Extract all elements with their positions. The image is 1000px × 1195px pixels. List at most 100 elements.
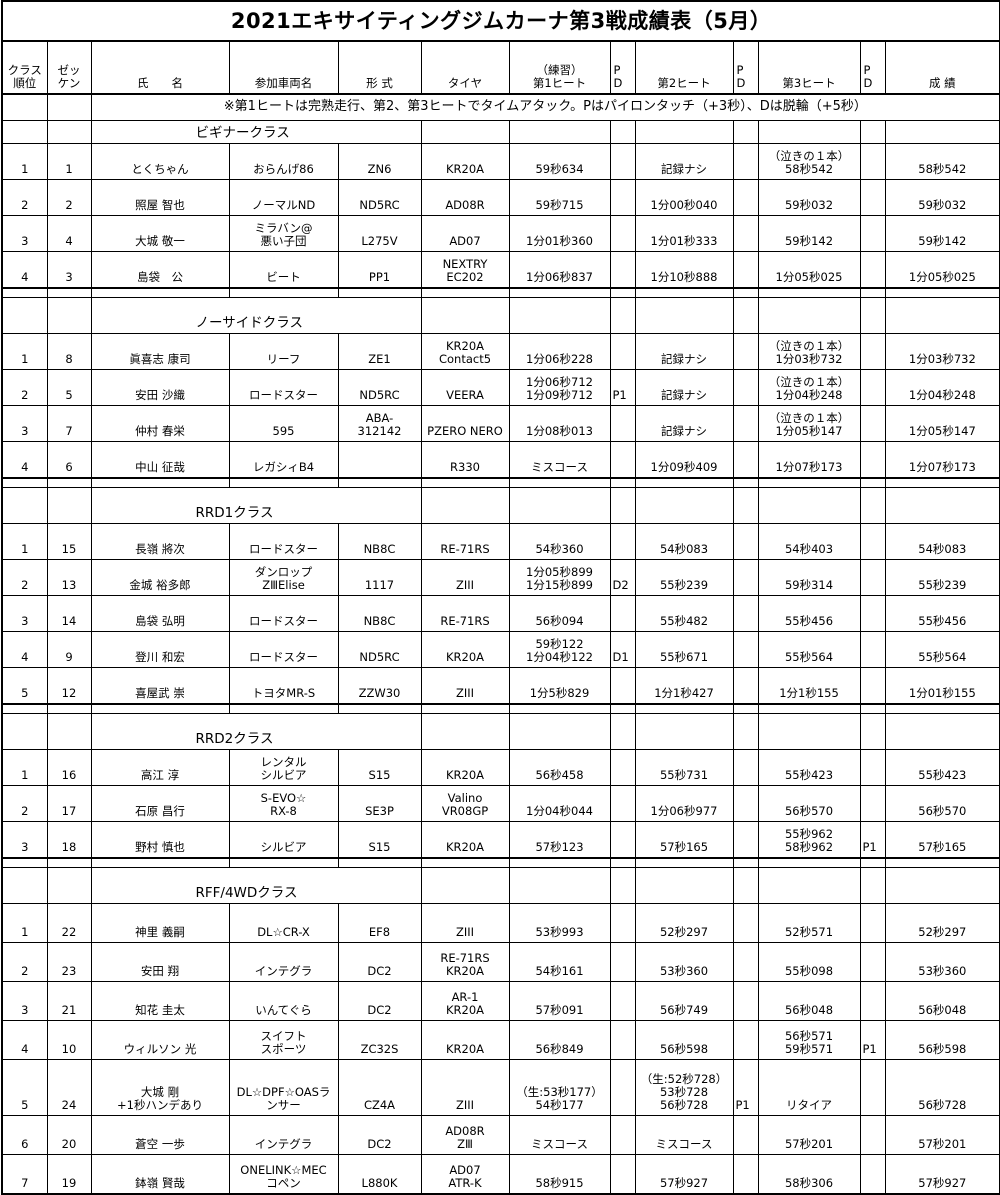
- blank-cell: [634, 857, 734, 868]
- class-rank-cell: 3: [1, 405, 48, 442]
- car-name-cell: スイフト スポーツ: [228, 1020, 339, 1060]
- blank-cell: [1, 120, 48, 144]
- heat3-cell: 1分05秒025: [757, 251, 861, 289]
- blank-cell: [757, 297, 861, 334]
- result-cell: 1分05秒025: [884, 251, 1000, 289]
- blank-cell: [46, 713, 92, 750]
- table-row: 7 19 鉢嶺 賢哉 ONELINK☆MEC コペン L880K AD07 ATR-K 58…: [1, 1154, 1000, 1195]
- blank-cell: [46, 120, 92, 144]
- heat3-cell: 56秒571 59秒571: [757, 1020, 861, 1060]
- car-name-cell: レガシィB4: [228, 441, 339, 479]
- blank-cell: [884, 703, 1000, 714]
- result-cell: 55秒564: [884, 631, 1000, 668]
- blank-cell: [732, 297, 759, 334]
- header-heat2: 第2ヒート: [634, 40, 734, 95]
- blank-cell: [732, 477, 759, 488]
- pd3-cell: [859, 251, 886, 289]
- pd1-cell: [609, 215, 636, 252]
- heat2-cell: 56秒749: [634, 981, 734, 1021]
- table-row: 5 12 喜屋武 崇トヨタMR-S ZZW30 ZIII 1分5秒829 1分1秒427 1分…: [1, 667, 1000, 705]
- car-name-cell: S-EVO☆ RX-8: [228, 785, 339, 822]
- car-model-cell: EF8: [337, 903, 422, 943]
- heat1-cell: 1分06秒712 1分09秒712: [508, 369, 611, 406]
- pd2-cell: [732, 749, 759, 786]
- pd1-cell: P1: [609, 369, 636, 406]
- class-name: ビギナークラス: [90, 120, 422, 144]
- driver-name-cell: 大城 剛 +1秒ハンデあり: [90, 1059, 230, 1116]
- blank-cell: [1, 857, 48, 868]
- result-cell: 59秒032: [884, 179, 1000, 216]
- heat2-cell: 記録ナシ: [634, 333, 734, 370]
- bib-number-cell: 4: [46, 215, 92, 252]
- heat2-cell: 記録ナシ: [634, 143, 734, 180]
- bib-number-cell: 12: [46, 667, 92, 705]
- car-model-cell: DC2: [337, 942, 422, 982]
- tire-cell: PZERO NERO: [420, 405, 510, 442]
- pd2-cell: [732, 143, 759, 180]
- heat1-cell: 53秒993: [508, 903, 611, 943]
- heat1-cell: 1分06秒228: [508, 333, 611, 370]
- blank-cell: [46, 93, 92, 121]
- driver-name-cell: 喜屋武 崇: [90, 667, 230, 705]
- heat3-cell: 55秒098: [757, 942, 861, 982]
- blank-cell: [757, 857, 861, 868]
- table-row: 6 20 蒼空 一歩 インテグラ DC2 AD08R ZⅢ ミスコース ミスコース 57秒201…: [1, 1115, 1000, 1155]
- tire-cell: ZIII: [420, 903, 510, 943]
- blank-cell: [337, 857, 422, 868]
- heat1-cell: 1分08秒013: [508, 405, 611, 442]
- pd3-cell: [859, 903, 886, 943]
- table-row: 3 14 島袋 弘明 ロードスター NB8C RE-71RS 56秒094 55秒482 55秒…: [1, 595, 1000, 632]
- car-model-cell: L275V: [337, 215, 422, 252]
- pd2-cell: [732, 1020, 759, 1060]
- table-row: 2 17 石原 昌行 S-EVO☆ RX-8 SE3P Valino VR08GP 1分04…: [1, 785, 1000, 822]
- pd2-cell: [732, 667, 759, 705]
- pd2-cell: [732, 523, 759, 560]
- car-name-cell: DL☆CR-X: [228, 903, 339, 943]
- note-text: ※第1ヒートは完熟走行、第2、第3ヒートでタイムアタック。Pはパイロンタッチ（+…: [90, 93, 1000, 121]
- blank-cell: [732, 713, 759, 750]
- table-row: 2 13 金城 裕多郎 ダンロップ ZⅢElise 1117 ZIII 1分05秒899 1…: [1, 559, 1000, 596]
- heat1-cell: 57秒091: [508, 981, 611, 1021]
- pd3-cell: [859, 523, 886, 560]
- car-model-cell: ZE1: [337, 333, 422, 370]
- blank-cell: [508, 713, 611, 750]
- heat1-cell: 59秒715: [508, 179, 611, 216]
- heat3-cell: 52秒571: [757, 903, 861, 943]
- blank-cell: [420, 867, 510, 904]
- blank-cell: [859, 487, 886, 524]
- heat3-cell: 55秒456: [757, 595, 861, 632]
- blank-cell: [1, 713, 48, 750]
- heat1-cell: 58秒915: [508, 1154, 611, 1195]
- car-name-cell: ONELINK☆MEC コペン: [228, 1154, 339, 1195]
- blank-cell: [420, 713, 510, 750]
- blank-cell: [884, 487, 1000, 524]
- pd2-cell: [732, 631, 759, 668]
- blank-cell: [859, 120, 886, 144]
- heat3-cell: 56秒570: [757, 785, 861, 822]
- blank-cell: [884, 867, 1000, 904]
- heat2-cell: 54秒083: [634, 523, 734, 560]
- car-name-cell: シルビア: [228, 821, 339, 859]
- car-name-cell: リーフ: [228, 333, 339, 370]
- car-name-cell: トヨタMR-S: [228, 667, 339, 705]
- driver-name-cell: 照屋 智也: [90, 179, 230, 216]
- driver-name-cell: 中山 征哉: [90, 441, 230, 479]
- driver-name-cell: 石原 昌行: [90, 785, 230, 822]
- tire-cell: Valino VR08GP: [420, 785, 510, 822]
- pd1-cell: [609, 595, 636, 632]
- heat2-cell: 56秒598: [634, 1020, 734, 1060]
- class-rank-cell: 2: [1, 369, 48, 406]
- pd2-cell: [732, 981, 759, 1021]
- blank-cell: [46, 287, 92, 298]
- result-cell: 57秒201: [884, 1115, 1000, 1155]
- bib-number-cell: 21: [46, 981, 92, 1021]
- pd2-cell: [732, 441, 759, 479]
- blank-cell: [609, 120, 636, 144]
- class-rank-cell: 2: [1, 179, 48, 216]
- heat3-cell: 55秒564: [757, 631, 861, 668]
- class-name: RFF/4WDクラス: [90, 867, 422, 904]
- tire-cell: KR20A: [420, 631, 510, 668]
- driver-name-cell: 仲村 春栄: [90, 405, 230, 442]
- heat2-cell: 55秒731: [634, 749, 734, 786]
- table-row: 4 10 ウィルソン 光スイフト スポーツ ZC32S KR20A 56秒849 56秒59…: [1, 1020, 1000, 1060]
